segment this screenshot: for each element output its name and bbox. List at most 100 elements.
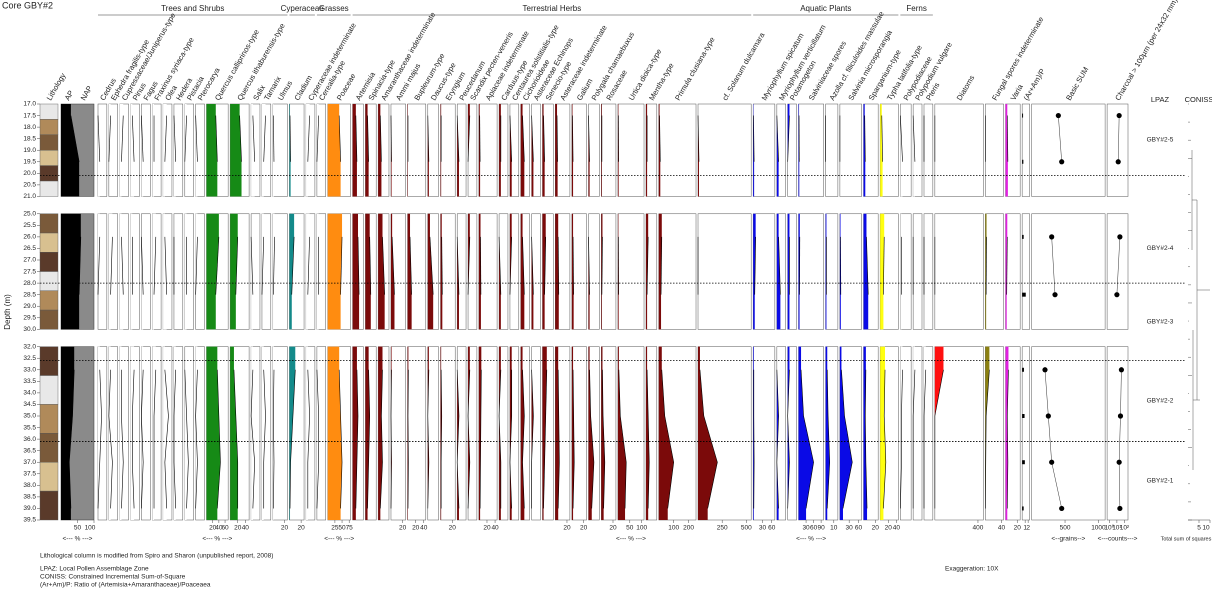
curve-fill [825, 346, 830, 520]
data-point [1116, 112, 1122, 119]
curve [153, 236, 157, 295]
column-frame [1005, 213, 1021, 330]
curve-fill [141, 346, 144, 520]
lithology-layer [39, 213, 59, 234]
curve [883, 236, 885, 295]
column-frame [798, 213, 824, 330]
group-label: Trees and Shrubs [161, 4, 224, 13]
curve-fill [316, 346, 319, 520]
curve [164, 115, 167, 162]
curve [531, 236, 534, 295]
curve [787, 115, 790, 162]
curve [215, 236, 220, 295]
x-tick-label: 20 [399, 525, 407, 532]
x-axis-label: <--grains--> [1051, 536, 1085, 543]
curve-fill [327, 346, 343, 520]
curve [543, 115, 545, 162]
column-frame [1021, 103, 1030, 197]
curve [467, 369, 471, 509]
curve-fill [206, 104, 218, 197]
column-frame [697, 103, 752, 197]
lithology-layer [39, 462, 59, 492]
column-frame [985, 213, 1004, 330]
column-frame [601, 213, 617, 330]
curve-fill [658, 213, 662, 330]
x-axis-label: <--- % ---> [616, 536, 646, 543]
lithology-layer [39, 180, 59, 197]
x-tick-label: 400 [973, 525, 984, 532]
curve [355, 115, 358, 162]
column-label: Diatoms [955, 73, 977, 102]
y-tick-label: 19.0 [23, 147, 36, 154]
curve [427, 369, 430, 509]
x-tick-label: 200 [683, 525, 694, 532]
curve-fill [108, 213, 113, 330]
footnote: CONISS: Constrained Incremental Sum-of-S… [40, 574, 186, 581]
y-tick-label: 25.0 [23, 210, 36, 217]
curve [456, 369, 460, 509]
column-frame [825, 103, 839, 197]
column-frame [289, 103, 305, 197]
curve-fill [163, 346, 169, 520]
curve-fill [985, 346, 990, 520]
curve-fill [440, 213, 443, 330]
y-tick-label: 29.5 [23, 314, 36, 321]
curve-fill [468, 346, 470, 520]
column-frame [1031, 213, 1106, 330]
curve [841, 369, 853, 509]
curve [233, 369, 239, 509]
curve-fill [378, 346, 383, 520]
curve [380, 115, 382, 162]
curve-fill [261, 346, 266, 520]
curve-fill [272, 104, 274, 197]
bar [1022, 292, 1026, 297]
curve [357, 236, 360, 295]
curve-fill [542, 346, 547, 520]
curve [531, 369, 534, 509]
x-tick-label: 20 [449, 525, 457, 532]
curve [467, 115, 471, 162]
curve-line [1058, 115, 1062, 162]
lithology-layer [39, 134, 59, 151]
y-tick-label: 20.0 [23, 170, 36, 177]
y-tick-label: 20.5 [23, 182, 36, 189]
x-axis-label: <--- % ---> [63, 536, 93, 543]
curve-fill [306, 104, 310, 197]
curve-fill [378, 213, 385, 330]
curve [912, 115, 916, 162]
column-frame [478, 213, 498, 330]
y-tick-label: 35.0 [23, 413, 36, 420]
curve-fill [130, 104, 135, 197]
curve-fill [195, 346, 198, 520]
curve [97, 236, 101, 295]
curve [263, 115, 266, 162]
x-tick-label: 1 [1023, 525, 1027, 532]
curve-fill [119, 104, 124, 197]
column-label: Charcoal > 100µm (per 24x32 mm) [1113, 0, 1179, 102]
curve [289, 115, 291, 162]
curve-fill [698, 346, 718, 520]
curve-fill [468, 104, 470, 197]
column-frame [390, 346, 406, 521]
curve-fill [163, 104, 167, 197]
curve-fill [206, 213, 219, 330]
curve-fill [365, 346, 370, 520]
curve [467, 236, 471, 295]
x-tick-label: 60 [855, 525, 863, 532]
curve [121, 369, 124, 509]
x-tick-label: 100 [85, 525, 96, 532]
curve-fill [531, 104, 534, 197]
group-label: Grasses [319, 4, 349, 13]
column-frame [601, 103, 617, 197]
lithology-layer [39, 119, 59, 136]
data-point [1049, 459, 1055, 465]
curve-fill [390, 213, 395, 330]
x-axis-label: <--- % ---> [202, 536, 232, 543]
curve-fill [520, 104, 525, 197]
curve-line [1116, 236, 1121, 295]
x-tick-label: 20 [563, 525, 571, 532]
data-point [1049, 234, 1055, 240]
curve [235, 236, 239, 295]
zone-label: GBY#2-1 [1147, 477, 1174, 484]
curve-fill [184, 346, 189, 520]
